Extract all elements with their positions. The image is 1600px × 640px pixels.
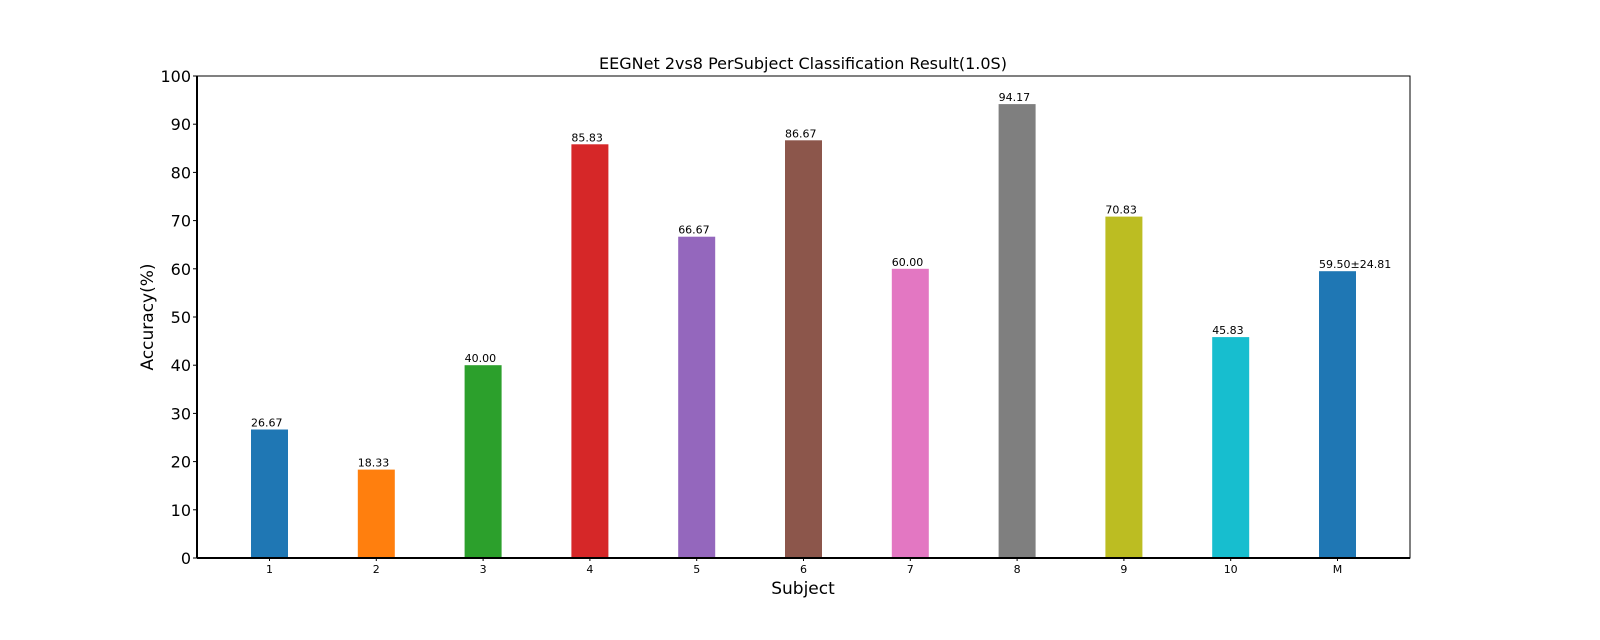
y-tick-label: 80 [171,163,191,182]
bar-value-label: 60.00 [892,256,924,269]
y-tick-label: 70 [171,212,191,231]
x-axis-label: Subject [771,579,835,599]
bar-10 [1212,337,1250,558]
y-tick-label: 90 [171,115,191,134]
bar-3 [464,365,502,558]
x-tick-label: 8 [1014,563,1021,576]
x-tick-label: 2 [373,563,380,576]
bar-6 [785,140,822,559]
x-tick-label: 3 [480,563,487,576]
bar-M [1319,271,1356,558]
x-tick-label: M [1333,563,1343,576]
x-tick-label: 9 [1120,563,1127,576]
y-tick-label: 50 [171,308,191,327]
y-tick-label: 0 [181,549,191,568]
bar-value-label: 86.67 [785,127,817,140]
y-axis-label: Accuracy(%) [138,263,158,370]
bar-5 [678,236,716,558]
bar-value-label: 45.83 [1212,324,1244,337]
bar-1 [251,429,288,558]
y-ticks-layer: 0 10 20 30 40 50 60 70 80 90 100 [160,67,197,568]
bars-layer [251,104,1356,559]
x-tick-label: 4 [586,563,593,576]
bar-value-label: 26.67 [251,417,283,430]
x-tick-label: 7 [907,563,914,576]
x-tick-label: 10 [1224,563,1238,576]
bar-value-label: 18.33 [358,457,390,470]
value-labels-layer: 26.67 18.33 40.00 85.83 66.67 86.67 60.00 94.17… [251,91,1391,470]
x-tick-label: 1 [266,563,273,576]
y-tick-label: 60 [171,260,191,279]
y-tick-label: 100 [160,67,191,86]
bar-value-label: 94.17 [999,91,1031,104]
y-tick-label: 10 [171,501,191,520]
bar-value-label: 70.83 [1105,204,1137,217]
bar-4 [571,144,609,559]
bar-value-label: 59.50±24.81 [1319,258,1391,271]
y-tick-label: 30 [171,404,191,423]
x-tick-label: 5 [693,563,700,576]
bar-8 [998,104,1036,558]
bar-value-label: 66.67 [678,224,710,237]
bar-value-label: 40.00 [465,352,497,365]
x-tick-label: 6 [800,563,807,576]
chart-title: EEGNet 2vs8 PerSubject Classification Re… [599,54,1007,73]
bar-9 [1105,216,1143,558]
y-tick-label: 40 [171,356,191,375]
y-tick-label: 20 [171,453,191,472]
x-ticks-layer: 1 2 3 4 5 6 7 8 9 10 M [266,558,1342,576]
bar-value-label: 85.83 [571,131,603,144]
bar-7 [891,268,929,558]
bar-2 [357,469,395,558]
